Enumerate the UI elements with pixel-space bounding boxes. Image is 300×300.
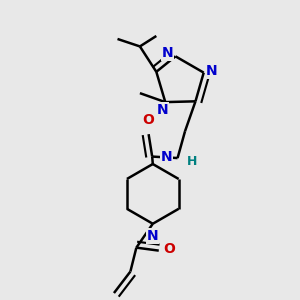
Text: O: O — [143, 113, 154, 127]
Text: N: N — [147, 229, 159, 243]
Text: N: N — [162, 46, 174, 60]
Text: O: O — [163, 242, 175, 256]
Text: H: H — [187, 154, 197, 167]
Text: N: N — [157, 103, 168, 117]
Text: N: N — [161, 150, 172, 164]
Text: N: N — [206, 64, 218, 78]
